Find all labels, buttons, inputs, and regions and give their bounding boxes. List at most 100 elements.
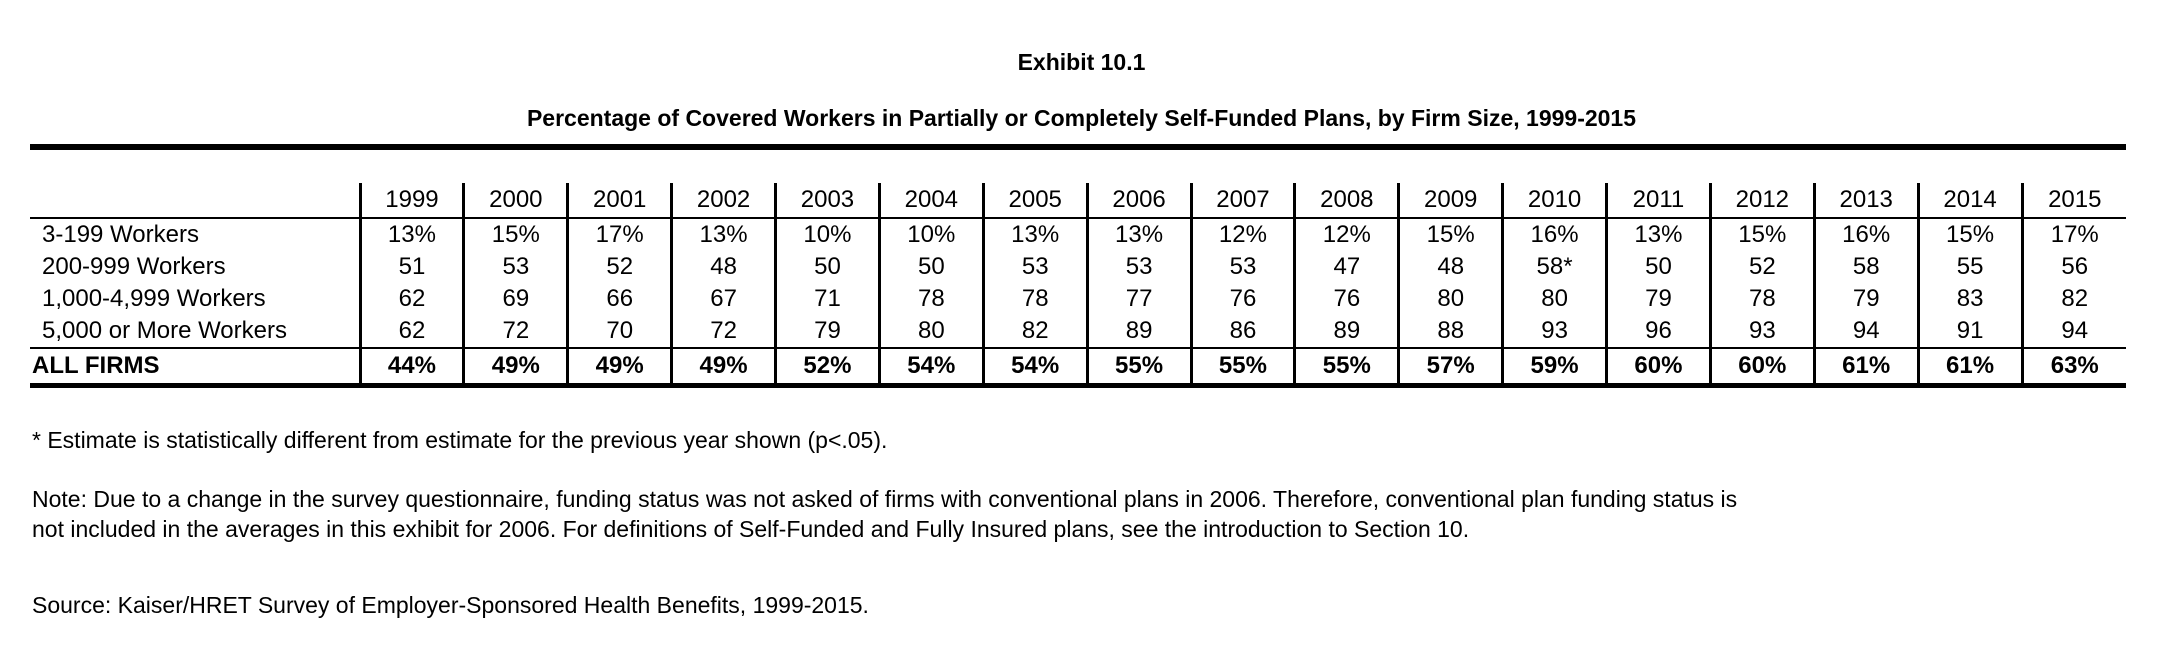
column-header-2005: 2005	[981, 183, 1088, 219]
table-row-1-value-2013: 16%	[1812, 218, 1919, 251]
table-row-2-value-2010: 58*	[1501, 251, 1607, 283]
table-row-2-value-2004: 50	[877, 251, 984, 283]
total-row-value-2007: 55%	[1189, 347, 1295, 388]
total-row-label: ALL FIRMS	[30, 347, 361, 388]
column-header-2013: 2013	[1812, 183, 1919, 219]
data-table: 1999 2000 2001 2002 2003 2004 2005 2006 2007 2008…	[30, 183, 2126, 388]
total-row-value-2001: 49%	[566, 347, 672, 388]
table-row-2-value-2006: 53	[1085, 251, 1192, 283]
table-row-4-value-2011: 96	[1605, 315, 1711, 348]
table-row-1-value-2003: 10%	[774, 218, 880, 251]
source-note: Source: Kaiser/HRET Survey of Employer-S…	[32, 592, 869, 618]
table-row-3-value-2003: 71	[774, 283, 880, 315]
table-row-2-value-2000: 53	[462, 251, 568, 283]
note-line-1: Note: Due to a change in the survey ques…	[32, 486, 1738, 512]
column-header-2006: 2006	[1085, 183, 1192, 219]
table-row-3-value-2001: 66	[566, 283, 672, 315]
table-row-4-value-2002: 72	[670, 315, 776, 348]
column-header-2008: 2008	[1293, 183, 1399, 219]
table-row-4-value-2004: 80	[877, 315, 984, 348]
table-row-3-value-2009: 80	[1397, 283, 1503, 315]
table-row-4-value-2015: 94	[2020, 315, 2126, 348]
table-row-4-value-2003: 79	[774, 315, 880, 348]
table-row-1-label: 3-199 Workers	[42, 221, 199, 248]
table-row-4-value-2005: 82	[981, 315, 1088, 348]
table-row-1-value-2006: 13%	[1085, 218, 1192, 251]
column-header-1999: 1999	[358, 183, 464, 219]
table-row-3-value-2011: 79	[1605, 283, 1711, 315]
table-row-1-value-2008: 12%	[1293, 218, 1399, 251]
footnote: * Estimate is statistically different fr…	[32, 427, 888, 453]
corner-cell	[30, 183, 361, 219]
table-row-2-value-2002: 48	[670, 251, 776, 283]
table-row-1-value-2000: 15%	[462, 218, 568, 251]
table-row-4-value-2007: 86	[1189, 315, 1295, 348]
table-row-4-value-2014: 91	[1916, 315, 2023, 348]
table-row-3-value-2010: 80	[1501, 283, 1607, 315]
table-row-4-value-2006: 89	[1085, 315, 1192, 348]
column-header-2010: 2010	[1501, 183, 1607, 219]
table-row-4-value-2009: 88	[1397, 315, 1503, 348]
total-row-value-1999: 44%	[358, 347, 464, 388]
table-row-2-value-2005: 53	[981, 251, 1088, 283]
column-header-2007: 2007	[1189, 183, 1295, 219]
table-row-2-value-2007: 53	[1189, 251, 1295, 283]
table-row-2-value-2015: 56	[2020, 251, 2126, 283]
total-row-value-2008: 55%	[1293, 347, 1399, 388]
table-row-4-value-2010: 93	[1501, 315, 1607, 348]
table-row-2: 200-999 Workers 51 53 52 48 50 50 53 53 53 47 48 58*…	[30, 251, 2126, 283]
table-row-3-value-2015: 82	[2020, 283, 2126, 315]
total-row-value-2010: 59%	[1501, 347, 1607, 388]
table-row-3-value-1999: 62	[358, 283, 464, 315]
table-row-3-label: 1,000-4,999 Workers	[42, 285, 266, 312]
table-row-3-value-2006: 77	[1085, 283, 1192, 315]
column-header-2004: 2004	[877, 183, 984, 219]
column-header-2012: 2012	[1708, 183, 1815, 219]
table-row-1-value-2011: 13%	[1605, 218, 1711, 251]
table-row-4-value-1999: 62	[358, 315, 464, 348]
total-row-value-2012: 60%	[1708, 347, 1815, 388]
total-row-value-2015: 63%	[2020, 347, 2126, 388]
table-row-2-value-2012: 52	[1708, 251, 1815, 283]
table-row-4-value-2001: 70	[566, 315, 672, 348]
exhibit-title: Exhibit 10.1	[1017, 49, 1146, 75]
total-row-value-2003: 52%	[774, 347, 880, 388]
column-header-2002: 2002	[670, 183, 776, 219]
total-row-value-2005: 54%	[981, 347, 1088, 388]
table-row-1-value-2010: 16%	[1501, 218, 1607, 251]
total-row: ALL FIRMS 44% 49% 49% 49% 52% 54% 54% 55% 55% 55% 5…	[30, 347, 2126, 388]
table-row-3-value-2005: 78	[981, 283, 1088, 315]
total-row-value-2014: 61%	[1916, 347, 2023, 388]
table-row-1-value-2009: 15%	[1397, 218, 1503, 251]
column-header-2001: 2001	[566, 183, 672, 219]
table-row-2-value-2013: 58	[1812, 251, 1919, 283]
table-row-1-value-2005: 13%	[981, 218, 1088, 251]
table-row-1: 3-199 Workers 13% 15% 17% 13% 10% 10% 13% 13% 12%…	[30, 218, 2126, 251]
exhibit-subtitle: Percentage of Covered Workers in Partial…	[526, 105, 1637, 131]
table-row-4-label: 5,000 or More Workers	[42, 317, 287, 344]
table-row-2-value-2003: 50	[774, 251, 880, 283]
column-header-2014: 2014	[1916, 183, 2023, 219]
table-row-2-value-2001: 52	[566, 251, 672, 283]
total-row-value-2009: 57%	[1397, 347, 1503, 388]
header-row: 1999 2000 2001 2002 2003 2004 2005 2006 2007 2008…	[30, 183, 2126, 219]
table-row-1-value-2001: 17%	[566, 218, 672, 251]
table-row-3-value-2002: 67	[670, 283, 776, 315]
total-row-value-2002: 49%	[670, 347, 776, 388]
table-row-4-value-2000: 72	[462, 315, 568, 348]
table-row-4: 5,000 or More Workers 62 72 70 72 79 80 82 89 86 8…	[30, 315, 2126, 348]
column-header-2011: 2011	[1605, 183, 1711, 219]
note: Note: Due to a change in the survey ques…	[32, 484, 2112, 544]
column-header-2009: 2009	[1397, 183, 1503, 219]
note-line-2: not included in the averages in this exh…	[32, 516, 1470, 542]
table-row-3-value-2004: 78	[877, 283, 984, 315]
table-row-1-value-2012: 15%	[1708, 218, 1815, 251]
table-row-4-value-2013: 94	[1812, 315, 1919, 348]
total-row-value-2000: 49%	[462, 347, 568, 388]
table-row-3-value-2012: 78	[1708, 283, 1815, 315]
total-row-value-2011: 60%	[1605, 347, 1711, 388]
table-row-3: 1,000-4,999 Workers 62 69 66 67 71 78 78 77 76 76 8…	[30, 283, 2126, 315]
table-row-1-value-1999: 13%	[358, 218, 464, 251]
table-row-2-value-2008: 47	[1293, 251, 1399, 283]
table-row-2-value-2009: 48	[1397, 251, 1503, 283]
